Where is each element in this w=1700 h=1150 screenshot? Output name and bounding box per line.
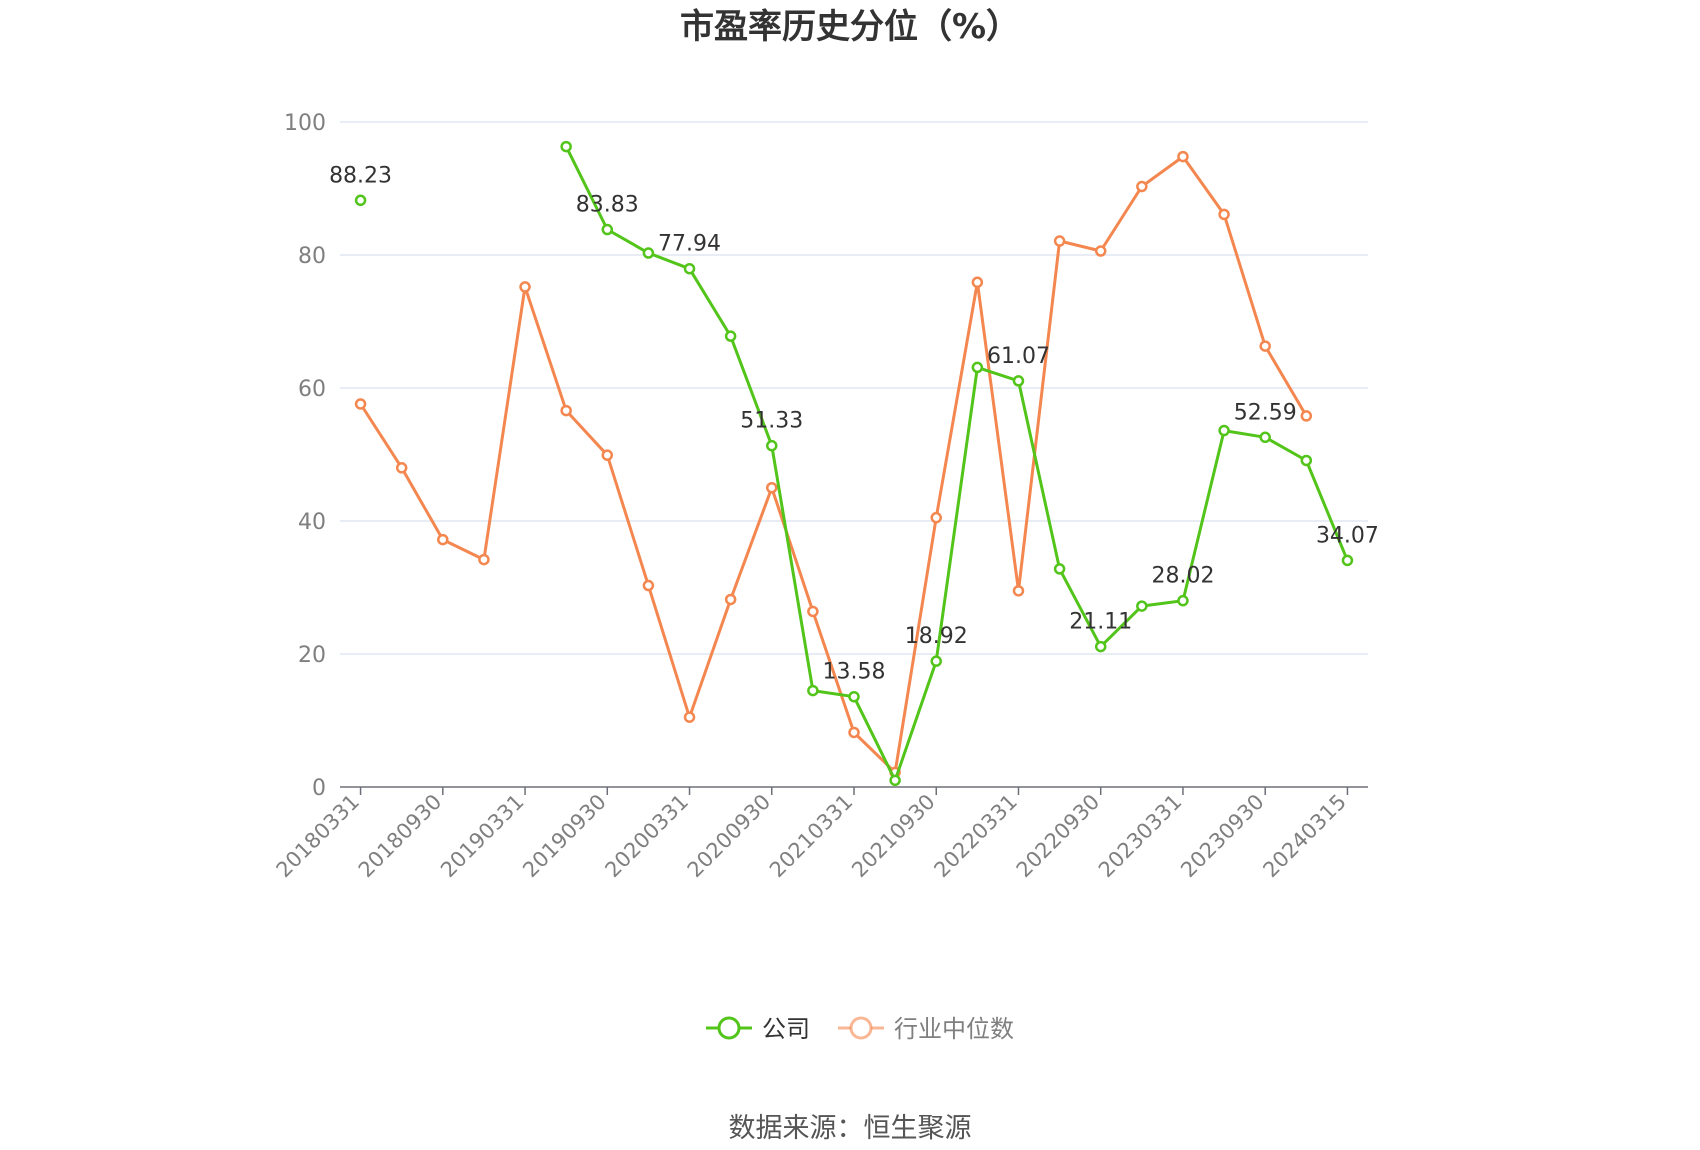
data-source-text: 数据来源：恒生聚源 [729, 1113, 972, 1144]
x-tick-label: 20190331 [436, 790, 529, 883]
y-tick-label: 60 [298, 377, 326, 402]
data-point[interactable] [971, 361, 984, 374]
data-point[interactable] [1012, 375, 1025, 387]
data-point[interactable] [1218, 424, 1230, 437]
data-point[interactable] [354, 398, 367, 410]
data-point[interactable] [683, 262, 696, 275]
data-point[interactable] [848, 690, 860, 703]
y-tick-label: 0 [312, 776, 326, 801]
series-line [564, 145, 1349, 782]
y-tick-label: 20 [298, 643, 326, 668]
data-point[interactable] [1136, 600, 1148, 612]
data-label: 77.94 [658, 232, 721, 257]
y-tick-label: 40 [298, 510, 326, 535]
data-point[interactable] [560, 140, 572, 153]
data-point[interactable] [1177, 150, 1189, 163]
data-point[interactable] [1136, 180, 1148, 193]
x-tick-label: 20240315 [1258, 790, 1351, 883]
data-point[interactable] [683, 711, 696, 723]
data-label: 18.92 [905, 624, 968, 649]
data-point[interactable] [437, 533, 449, 546]
data-point[interactable] [807, 684, 819, 697]
x-tick-label: 20210331 [765, 790, 858, 883]
data-point[interactable] [930, 511, 942, 524]
data-label: 83.83 [576, 193, 639, 218]
axes: 0 20 40 60 80 100 2018033120180930201903312019… [272, 111, 1368, 882]
legend-label: 公司 [762, 1015, 810, 1043]
x-tick-label: 20220331 [929, 790, 1022, 883]
data-point[interactable] [724, 593, 737, 606]
series-line [359, 155, 1308, 774]
data-point[interactable] [1218, 208, 1230, 221]
x-tick-label: 20190930 [518, 790, 611, 883]
data-point[interactable] [395, 462, 408, 474]
data-point[interactable] [971, 276, 984, 289]
series-lines [354, 140, 1354, 787]
data-point[interactable] [1259, 340, 1271, 352]
data-point[interactable] [642, 579, 655, 592]
data-label: 51.33 [740, 409, 803, 434]
data-point[interactable] [519, 281, 531, 293]
x-tick-label: 20230331 [1094, 790, 1187, 883]
data-label: 21.11 [1069, 610, 1132, 635]
legend[interactable]: 公司 行业中位数 [706, 1015, 1014, 1043]
data-point[interactable] [724, 330, 737, 342]
data-point[interactable] [889, 774, 901, 787]
data-point[interactable] [766, 482, 778, 494]
x-tick-label: 20200930 [683, 790, 776, 883]
x-tick-label: 20220930 [1012, 790, 1105, 883]
legend-marker-icon [717, 1016, 741, 1040]
data-label: 13.58 [823, 660, 886, 685]
series-company [354, 140, 1354, 787]
legend-item-company[interactable]: 公司 [706, 1015, 810, 1043]
data-labels: 88.23 83.83 77.94 51.33 13.58 18.92 61.07 21.11… [329, 163, 1379, 684]
data-point[interactable] [642, 247, 655, 259]
data-point[interactable] [848, 726, 860, 739]
data-label: 61.07 [987, 344, 1050, 369]
y-tick-label: 80 [298, 244, 326, 269]
data-point[interactable] [930, 655, 942, 667]
grid-lines [340, 121, 1368, 655]
data-label: 28.02 [1151, 564, 1214, 589]
legend-item-industry-median[interactable]: 行业中位数 [838, 1015, 1014, 1043]
data-point[interactable] [1094, 245, 1107, 257]
data-point[interactable] [601, 223, 614, 236]
data-point[interactable] [1341, 554, 1354, 567]
data-point[interactable] [354, 194, 367, 207]
data-point[interactable] [601, 449, 614, 461]
x-tick-label: 20180331 [272, 790, 365, 883]
legend-marker-icon [849, 1016, 873, 1040]
data-point[interactable] [1053, 235, 1066, 247]
data-label: 88.23 [329, 163, 392, 188]
x-tick-label: 20180930 [354, 790, 447, 883]
x-tick-label: 20210930 [847, 790, 940, 883]
data-point[interactable] [766, 439, 778, 452]
data-label: 52.59 [1234, 400, 1297, 425]
data-point[interactable] [1094, 640, 1107, 653]
data-point[interactable] [1012, 585, 1025, 597]
legend-label: 行业中位数 [894, 1015, 1014, 1043]
data-point[interactable] [560, 404, 572, 417]
x-tick-label: 20200331 [601, 790, 694, 883]
data-label: 34.07 [1316, 523, 1379, 548]
data-point[interactable] [478, 553, 490, 566]
data-point[interactable] [807, 605, 819, 618]
data-point[interactable] [1053, 563, 1066, 575]
chart-title: 市盈率历史分位（%） [680, 7, 1020, 47]
data-point[interactable] [1177, 594, 1189, 607]
x-tick-label: 20230930 [1176, 790, 1269, 883]
data-point[interactable] [1259, 431, 1271, 444]
y-tick-label: 100 [284, 111, 326, 136]
data-point[interactable] [1300, 454, 1313, 467]
data-point[interactable] [1300, 410, 1313, 422]
